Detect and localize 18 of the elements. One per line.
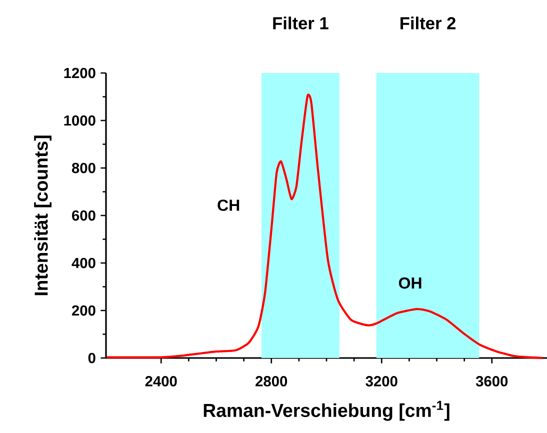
x-tick-label: 3600 (476, 376, 508, 386)
annotation: OH (398, 277, 422, 289)
y-tick-label: 600 (72, 210, 96, 221)
x-tick-label: 3200 (366, 376, 398, 386)
band-label: Filter 2 (400, 16, 456, 30)
band-label: Filter 1 (273, 16, 328, 30)
line-series (105, 95, 544, 360)
y-axis-title: Intensität [counts] (34, 136, 52, 296)
annotation: CH (218, 200, 240, 211)
y-tick-label: 1200 (64, 68, 96, 78)
y-tick-label: 400 (72, 258, 96, 268)
x-tick-label: 2800 (256, 376, 288, 386)
y-tick-label: 0 (88, 352, 96, 364)
y-tick-label: 200 (72, 305, 96, 316)
x-axis-title: Raman-Verschiebung [cm$^{-1}$] (204, 400, 450, 421)
y-tick-label: 1000 (64, 115, 96, 126)
y-tick-label: 800 (72, 162, 96, 174)
x-tick-label: 2400 (145, 376, 177, 386)
